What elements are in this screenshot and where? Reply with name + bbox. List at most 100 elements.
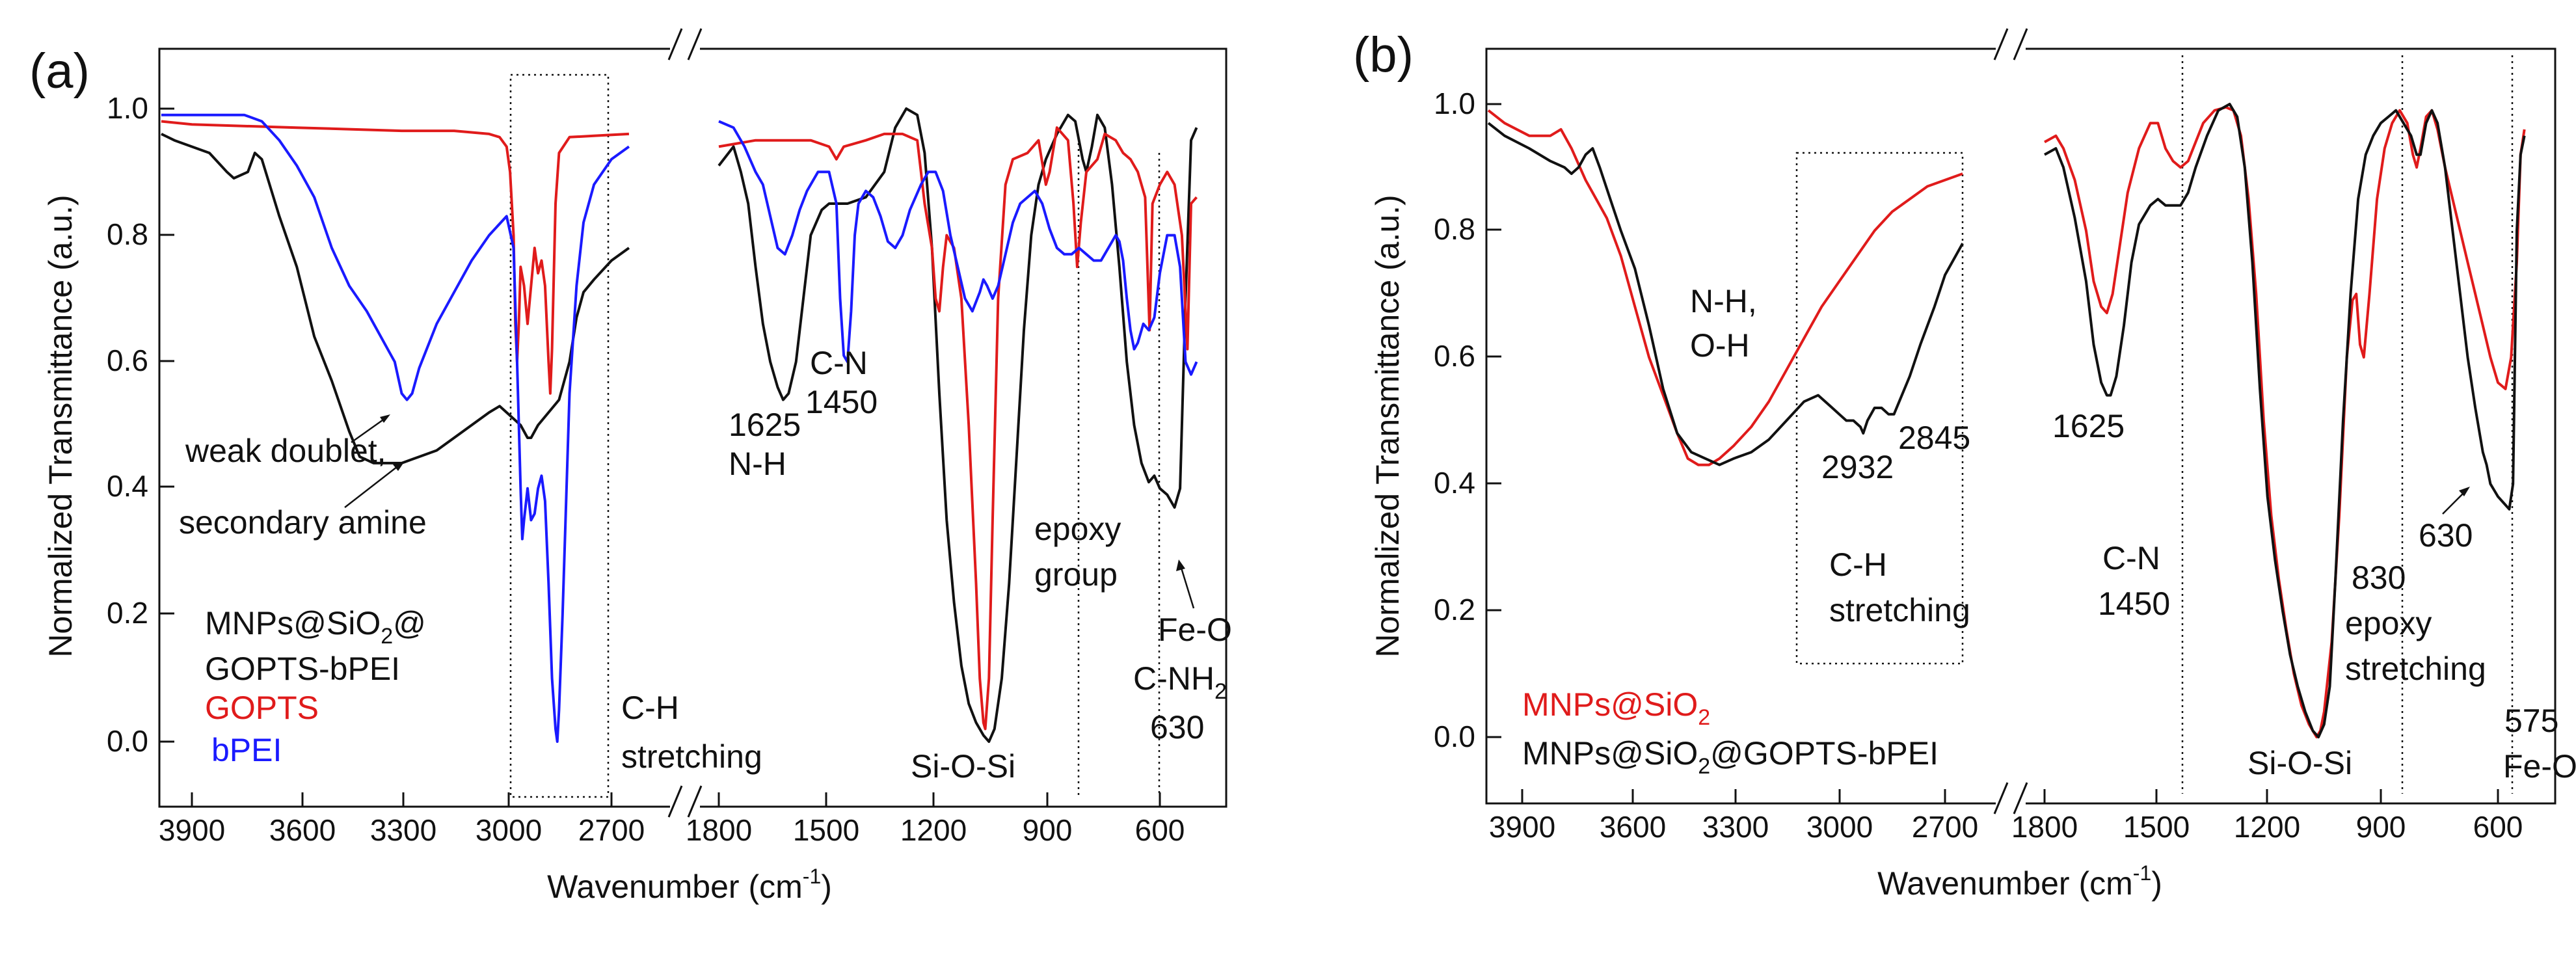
annotation-weak-doublet: weak doublet,: [185, 433, 386, 469]
arrowhead-secondary-amine: [393, 461, 405, 471]
x-axis-b: 3900 3600 3300 3000 2700 1800 1500 1200 …: [1489, 789, 2523, 844]
annotation-nh-a: N-H: [729, 446, 786, 482]
axis-break-mark-a: [667, 785, 683, 818]
annotation-feo-b: Fe-O: [2503, 748, 2576, 785]
annotation-oh-b: O-H: [1690, 327, 1750, 364]
x-tick-label-b: 1800: [2011, 810, 2078, 844]
axis-break-mark-top-b: [1993, 28, 2009, 61]
y-tick-label-a: 1.0: [107, 91, 148, 125]
series-line-gopts-left: [161, 120, 630, 395]
series-line-mnps-sio2-left: [1487, 109, 1963, 466]
annotation-830-b: 830: [2352, 559, 2406, 596]
x-tick-label-b: 3900: [1489, 810, 1555, 844]
arrowhead-weak-doublet: [380, 414, 390, 423]
annotation-cn-a: C-N: [810, 345, 868, 381]
axis-break-mark-b: [1993, 782, 2009, 814]
annotation-1625-a: 1625: [729, 407, 801, 443]
series-line-bpei-right: [718, 120, 1198, 376]
annotation-cnh2-a: C-NH2: [1133, 660, 1227, 704]
y-tick-label-a: 0.4: [107, 469, 148, 503]
series-line-bpei-left: [161, 113, 630, 743]
series-line-mnps-sio2-gopts-bpei-right: [718, 107, 1198, 743]
annotation-siosi-a: Si-O-Si: [911, 748, 1015, 785]
y-tick-label-a: 0.6: [107, 343, 148, 377]
annotation-secondary-amine: secondary amine: [179, 504, 427, 541]
annotation-epoxy-b: epoxy: [2345, 605, 2432, 641]
legend-entry-black-b: MNPs@SiO2@GOPTS-bPEI: [1522, 735, 1939, 779]
y-tick-label-b: 0.2: [1434, 593, 1475, 626]
x-tick-label-a: 1200: [900, 813, 967, 847]
arrow-feo-a: [1179, 565, 1195, 609]
x-tick-label-b: 3600: [1600, 810, 1666, 844]
x-tick-label-b: 1500: [2123, 810, 2190, 844]
annotation-2845-b: 2845: [1898, 420, 1970, 456]
x-tick-label-a: 3600: [269, 813, 336, 847]
annotation-630-b: 630: [2419, 517, 2473, 554]
annotation-group-a: group: [1034, 556, 1118, 593]
legend-entry-blue-a: bPEI: [211, 732, 282, 768]
panel-b: (b) 1.0 0.8 0.6 0.4 0.2 0.0: [1353, 27, 2576, 902]
series-line-mnps-sio2-gopts-bpei-left: [1487, 122, 1964, 466]
x-tick-label-a: 2700: [578, 813, 645, 847]
axis-break-mark-b: [2013, 782, 2028, 814]
annotation-1450-b: 1450: [2098, 585, 2170, 622]
x-tick-label-b: 3000: [1806, 810, 1873, 844]
y-tick-label-b: 0.6: [1434, 339, 1475, 373]
annotation-ch-a: C-H: [621, 690, 679, 726]
annotation-nh-b: N-H,: [1690, 283, 1757, 319]
x-tick-label-a: 3300: [370, 813, 436, 847]
x-tick-label-a: 1500: [793, 813, 859, 847]
series-line-mnps-sio2-gopts-bpei-right: [2044, 103, 2526, 738]
x-tick-label-b: 1200: [2234, 810, 2300, 844]
panel-label-a: (a): [29, 44, 90, 99]
panel-label-b: (b): [1353, 27, 1414, 83]
y-tick-label-a: 0.2: [107, 596, 148, 630]
ch-stretch-box-b: [1795, 152, 1964, 665]
y-axis-title-a: Normalized Transmittance (a.u.): [42, 195, 79, 657]
x-tick-label-b: 600: [2473, 810, 2523, 844]
series-line-gopts-right: [718, 126, 1198, 731]
series-line-mnps-sio2-gopts-bpei-left: [161, 133, 630, 464]
annotation-stretching-b: stretching: [2345, 651, 2486, 687]
x-tick-label-b: 900: [2356, 810, 2406, 844]
axis-break-mark-top-a: [687, 28, 703, 61]
x-axis-a: 3900 3600 3300 3000 2700 1800 1500 1200 …: [159, 792, 1185, 847]
x-tick-label-a: 1800: [686, 813, 752, 847]
y-tick-label-a: 0.0: [107, 724, 148, 758]
y-axis-b: 1.0 0.8 0.6 0.4 0.2 0.0: [1434, 87, 1501, 753]
annotation-epoxy-a: epoxy: [1034, 511, 1121, 547]
x-tick-label-a: 600: [1135, 813, 1185, 847]
panel-a: (a) 1.0 0.8 0.6 0.4 0.2 0.0: [29, 28, 1232, 905]
plot-frame-a: [158, 47, 1228, 808]
legend-entry-black-a-line2: GOPTS-bPEI: [205, 651, 400, 687]
annotation-ch-stretching-b: stretching: [1829, 592, 1970, 628]
y-tick-label-b: 0.4: [1434, 466, 1475, 500]
ch-stretch-box-a: [509, 74, 610, 798]
x-axis-title-a: Wavenumber (cm-1): [547, 865, 832, 905]
axis-break-mark-a: [687, 785, 703, 818]
arrowhead-feo-a: [1176, 559, 1185, 571]
annotation-1625-b: 1625: [2052, 408, 2125, 444]
legend-entry-black-a: MNPs@SiO2@: [205, 605, 426, 649]
annotation-2932-b: 2932: [1821, 449, 1894, 485]
annotation-630-a: 630: [1150, 709, 1204, 746]
y-tick-label-a: 0.8: [107, 217, 148, 251]
arrowhead-630-b: [2459, 487, 2470, 496]
annotation-cn-b: C-N: [2102, 540, 2160, 576]
arrow-weak-doublet: [351, 416, 388, 444]
plot-area-b: [1487, 103, 2526, 738]
axis-break-mark-top-b: [2013, 28, 2028, 61]
x-tick-label-a: 900: [1023, 813, 1073, 847]
plot-area-a: [161, 107, 1198, 743]
annotation-siosi-b: Si-O-Si: [2247, 745, 2352, 781]
x-tick-label-b: 3300: [1702, 810, 1769, 844]
annotation-575-b: 575: [2504, 703, 2558, 739]
y-tick-label-b: 1.0: [1434, 87, 1475, 120]
x-axis-title-b: Wavenumber (cm-1): [1877, 861, 2162, 902]
annotation-ch-b: C-H: [1829, 546, 1887, 583]
legend-entry-red-b: MNPs@SiO2: [1522, 686, 1710, 730]
axis-break-mark-top-a: [667, 28, 683, 61]
y-axis-title-b: Normalized Transmittance (a.u.): [1369, 195, 1406, 657]
y-axis-a: 1.0 0.8 0.6 0.4 0.2 0.0: [107, 91, 174, 758]
